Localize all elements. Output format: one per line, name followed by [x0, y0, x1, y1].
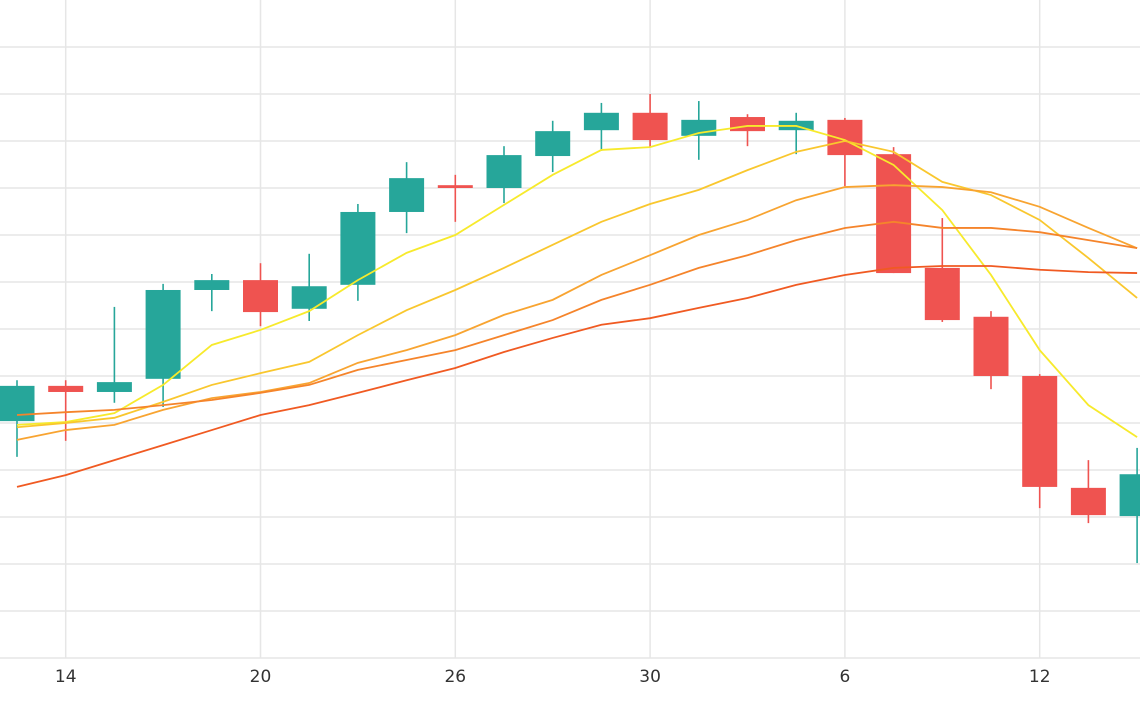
candle-body — [1022, 376, 1058, 487]
x-tick-label: 20 — [250, 667, 272, 687]
x-tick-label: 6 — [839, 667, 850, 687]
candle-body — [1070, 487, 1106, 516]
moving-average-line — [16, 220, 1138, 416]
candle-body — [486, 155, 522, 188]
candle-body — [243, 280, 278, 313]
moving-average-line — [16, 184, 1138, 441]
candle-body — [924, 267, 960, 321]
candle-body — [632, 112, 668, 141]
candle-body — [389, 178, 425, 212]
candle-body — [437, 185, 473, 188]
candle-body — [973, 316, 1009, 376]
candle-body — [96, 382, 132, 392]
x-tick-label: 30 — [639, 667, 661, 687]
x-tick-label: 26 — [444, 667, 466, 687]
candle-body — [194, 280, 230, 290]
moving-average-line — [16, 265, 1138, 488]
candle-body — [291, 286, 327, 309]
moving-average-line — [16, 125, 1138, 438]
candle-body — [876, 154, 912, 274]
candle-body — [730, 117, 765, 132]
x-tick-label: 12 — [1029, 667, 1051, 687]
candle-body — [583, 112, 619, 131]
candle-body — [48, 385, 84, 392]
candle-body — [1119, 474, 1140, 517]
x-tick-label: 14 — [55, 667, 77, 687]
moving-average-line — [16, 140, 1138, 429]
candle-body — [535, 131, 571, 157]
candle-body — [827, 119, 863, 156]
candle-body — [145, 289, 181, 379]
